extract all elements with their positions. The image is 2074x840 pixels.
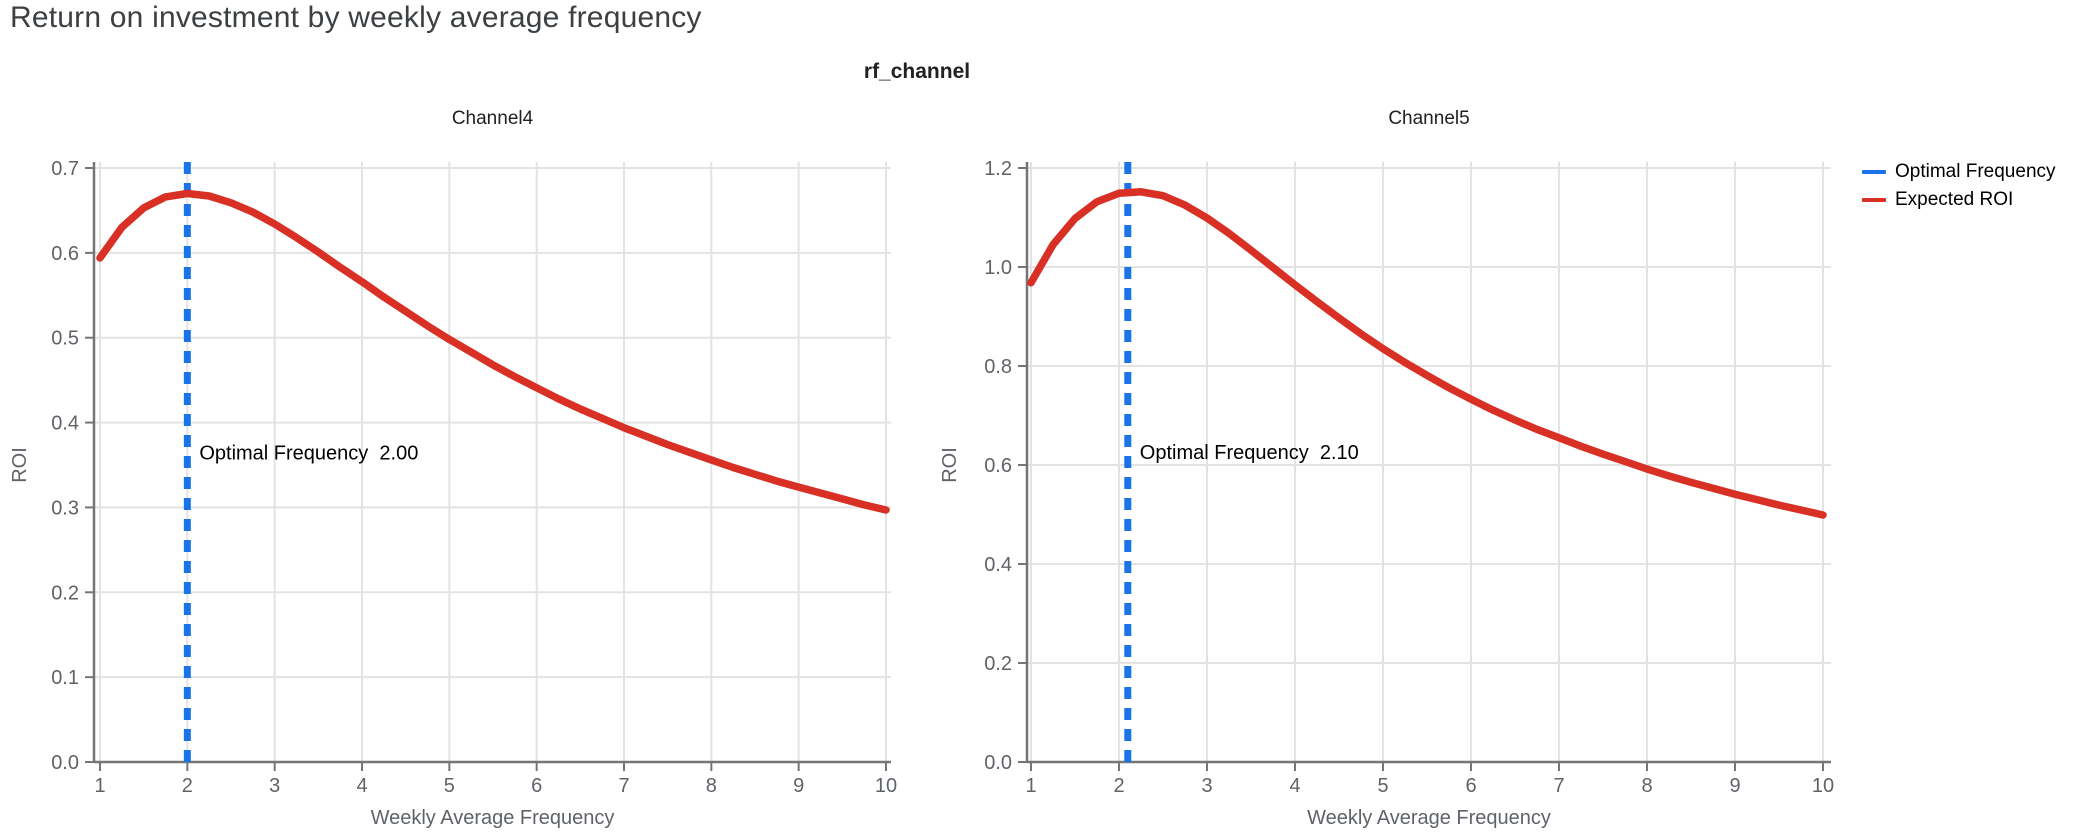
page-title: Return on investment by weekly average f… (10, 1, 702, 34)
chart-channel5: 0.0 0.2 0.4 0.6 0.8 1.0 1.2 1 2 3 4 5 6 7 8 9 10 Weekly A… (939, 108, 1834, 829)
legend-item-optimal-frequency: Optimal Frequency (1862, 160, 2056, 183)
x-tick-label: 3 (1201, 775, 1212, 797)
expected-roi-legend-label: Expected ROI (1895, 189, 2014, 210)
x-tick-label: 2 (1113, 775, 1124, 797)
expected-roi-curve (96, 189, 890, 514)
expected-roi-line-swatch (1862, 197, 1886, 202)
x-axis-title: Weekly Average Frequency (1307, 807, 1551, 829)
y-tick-label: 0.2 (984, 653, 1012, 675)
x-tick-label: 10 (875, 775, 897, 797)
chart-title: Channel4 (452, 108, 534, 129)
x-tick-label: 4 (1289, 775, 1300, 797)
x-tick-label: 5 (444, 775, 455, 797)
x-tick-label: 6 (531, 775, 542, 797)
y-tick-label: 0.0 (984, 752, 1012, 774)
y-tick-label: 1.2 (984, 158, 1012, 180)
y-tick-label: 0.6 (51, 243, 79, 265)
x-tick-label: 5 (1377, 775, 1388, 797)
x-tick-label: 9 (1729, 775, 1740, 797)
x-tick-label: 1 (1025, 775, 1036, 797)
x-tick-label: 3 (269, 775, 280, 797)
legend: Optimal Frequency Expected ROI (1862, 160, 2056, 211)
x-axis-title: Weekly Average Frequency (371, 807, 615, 829)
x-tick-label: 6 (1465, 775, 1476, 797)
x-tick-label: 2 (182, 775, 193, 797)
y-axis-title: ROI (9, 447, 31, 483)
y-tick-label: 1.0 (984, 257, 1012, 279)
y-tick-label: 0.2 (51, 582, 79, 604)
y-tick-label: 0.7 (51, 158, 79, 180)
x-tick-label: 4 (356, 775, 367, 797)
optimal-frequency-line-swatch (1862, 169, 1886, 174)
optimal-frequency-annotation: Optimal Frequency 2.00 (199, 442, 418, 464)
x-tick-label: 8 (706, 775, 717, 797)
expected-roi-curve (1027, 188, 1827, 519)
x-tick-label: 7 (1553, 775, 1564, 797)
optimal-frequency-legend-label: Optimal Frequency (1895, 161, 2056, 182)
y-tick-label: 0.6 (984, 455, 1012, 477)
y-axis-title: ROI (939, 447, 961, 483)
x-tick-label: 9 (793, 775, 804, 797)
x-tick-label: 1 (94, 775, 105, 797)
y-tick-label: 0.0 (51, 752, 79, 774)
x-tick-label: 10 (1812, 775, 1834, 797)
y-tick-label: 0.3 (51, 497, 79, 519)
y-tick-label: 0.5 (51, 328, 79, 350)
facet-title: rf_channel (863, 60, 971, 83)
y-tick-label: 0.4 (51, 413, 79, 435)
y-tick-label: 0.4 (984, 554, 1012, 576)
optimal-frequency-annotation: Optimal Frequency 2.10 (1140, 442, 1359, 464)
legend-item-expected-roi: Expected ROI (1862, 188, 2056, 211)
chart-channel4: 0.0 0.1 0.2 0.3 0.4 0.5 0.6 0.7 1 2 3 4 5 6 7 8 9 10 Weekl… (9, 108, 897, 829)
x-tick-label: 8 (1641, 775, 1652, 797)
chart-title: Channel5 (1388, 108, 1469, 129)
y-tick-label: 0.8 (984, 356, 1012, 378)
x-tick-label: 7 (618, 775, 629, 797)
y-tick-label: 0.1 (51, 667, 79, 689)
